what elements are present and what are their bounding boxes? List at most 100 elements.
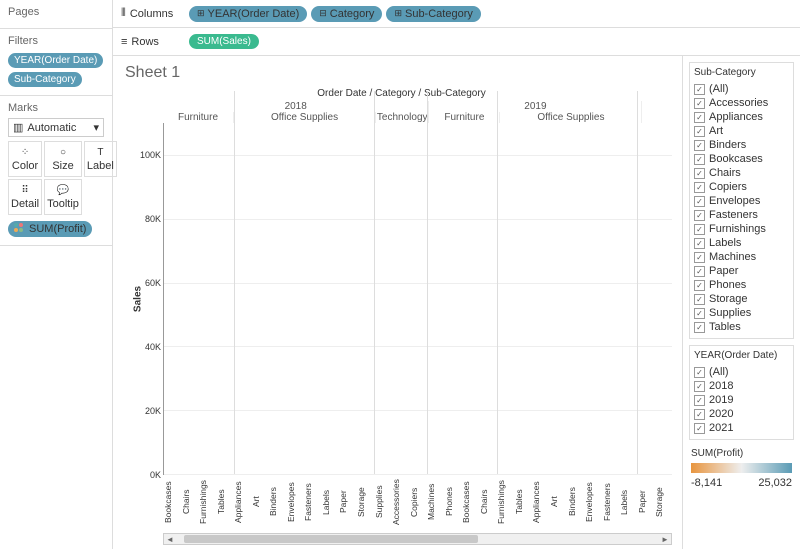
x-label: Tables — [514, 475, 532, 531]
subcategory-filter-item[interactable]: ✓Bookcases — [694, 152, 789, 166]
x-label: Paper — [637, 475, 655, 531]
color-gradient — [691, 463, 792, 473]
column-pill[interactable]: ⊞Sub-Category — [386, 6, 480, 22]
subcategory-filter-item[interactable]: ✓Storage — [694, 292, 789, 306]
checkbox-icon: ✓ — [694, 266, 705, 277]
subcategory-filter-item[interactable]: ✓Furnishings — [694, 222, 789, 236]
filter-pill[interactable]: Sub-Category — [8, 72, 82, 87]
separator — [637, 91, 638, 474]
subcategory-filter-item[interactable]: ✓Paper — [694, 264, 789, 278]
category-header: Furniture — [429, 112, 500, 123]
y-tick: 80K — [145, 214, 161, 224]
columns-icon: ⦀ — [121, 7, 126, 20]
horizontal-scrollbar[interactable]: ◄ ► — [163, 533, 672, 545]
subcategory-filter-item[interactable]: ✓Art — [694, 124, 789, 138]
marks-color-button[interactable]: ⁘Color — [8, 141, 42, 177]
year-filter-item[interactable]: ✓2020 — [694, 407, 789, 421]
checkbox-icon: ✓ — [694, 182, 705, 193]
checkbox-icon: ✓ — [694, 367, 705, 378]
year-filter-item[interactable]: ✓2019 — [694, 393, 789, 407]
category-header: Technology — [376, 112, 429, 123]
year-filter-item[interactable]: ✓2021 — [694, 421, 789, 435]
chart-area: Sheet 1 Order Date / Category / Sub-Cate… — [113, 56, 682, 549]
subcategory-filter-item[interactable]: ✓Tables — [694, 320, 789, 334]
filters-shelf[interactable]: Filters YEAR(Order Date) Sub-Category — [0, 29, 112, 96]
x-label: Envelopes — [584, 475, 602, 531]
column-pill[interactable]: ⊟Category — [311, 6, 382, 22]
gridline — [164, 155, 672, 156]
subcategory-filter-item[interactable]: ✓Envelopes — [694, 194, 789, 208]
checkbox-icon: ✓ — [694, 112, 705, 123]
subcategory-filter-item[interactable]: ✓Copiers — [694, 180, 789, 194]
scrollbar-thumb[interactable] — [184, 535, 478, 543]
scroll-right-icon[interactable]: ► — [659, 534, 671, 544]
subcategory-filter-item[interactable]: ✓Phones — [694, 278, 789, 292]
marks-size-button[interactable]: ○Size — [44, 141, 82, 177]
marks-type-select[interactable]: ▥ Automatic ▾ — [8, 118, 104, 137]
subcategory-filter-item[interactable]: ✓Accessories — [694, 96, 789, 110]
chevron-down-icon: ▾ — [93, 121, 99, 134]
checkbox-icon: ✓ — [694, 224, 705, 235]
y-tick: 100K — [140, 150, 161, 160]
filter-pill[interactable]: YEAR(Order Date) — [8, 53, 103, 68]
marks-detail-button[interactable]: ⠿Detail — [8, 179, 42, 215]
subcategory-filter[interactable]: Sub-Category ✓(All)✓Accessories✓Applianc… — [689, 62, 794, 339]
detail-icon: ⠿ — [21, 184, 28, 196]
checkbox-icon: ✓ — [694, 140, 705, 151]
gridline — [164, 346, 672, 347]
checkbox-icon: ✓ — [694, 238, 705, 249]
subcategory-filter-item[interactable]: ✓Appliances — [694, 110, 789, 124]
subcategory-filter-item[interactable]: ✓(All) — [694, 82, 789, 96]
marks-color-pill[interactable]: SUM(Profit) — [8, 221, 92, 237]
x-label: Paper — [338, 475, 356, 531]
pill-icon: ⊞ — [394, 8, 402, 19]
subcategory-filter-item[interactable]: ✓Chairs — [694, 166, 789, 180]
checkbox-icon: ✓ — [694, 409, 705, 420]
x-label: Supplies — [374, 475, 392, 531]
filters-title: Filters — [8, 35, 104, 47]
y-axis: Sales 0K20K40K60K80K100K — [125, 123, 163, 475]
x-label: Fasteners — [602, 475, 620, 531]
scroll-left-icon[interactable]: ◄ — [164, 534, 176, 544]
subcategory-filter-item[interactable]: ✓Labels — [694, 236, 789, 250]
rows-label: Rows — [131, 36, 159, 48]
subcategory-filter-item[interactable]: ✓Machines — [694, 250, 789, 264]
subcategory-filter-item[interactable]: ✓Binders — [694, 138, 789, 152]
subcategory-filter-item[interactable]: ✓Supplies — [694, 306, 789, 320]
gridline — [164, 283, 672, 284]
x-label: Appliances — [531, 475, 549, 531]
x-label: Furnishings — [198, 475, 216, 531]
x-label: Fasteners — [303, 475, 321, 531]
checkbox-icon: ✓ — [694, 196, 705, 207]
marks-label-button[interactable]: TLabel — [84, 141, 117, 177]
columns-shelf[interactable]: ⦀Columns ⊞YEAR(Order Date)⊟Category⊞Sub-… — [113, 0, 800, 28]
marks-title: Marks — [8, 102, 104, 114]
size-icon: ○ — [60, 146, 66, 158]
gridline — [164, 410, 672, 411]
plot[interactable] — [163, 123, 672, 475]
rows-shelf[interactable]: ≡Rows SUM(Sales) — [113, 28, 800, 56]
tooltip-icon: 💬 — [57, 184, 69, 196]
color-dots-icon — [14, 223, 26, 235]
year-header: 2018 — [163, 101, 429, 112]
year-filter-item[interactable]: ✓2018 — [694, 379, 789, 393]
x-label: Binders — [567, 475, 585, 531]
category-header: Office Supplies — [234, 112, 376, 123]
separator — [497, 91, 498, 474]
checkbox-icon: ✓ — [694, 395, 705, 406]
year-filter-item[interactable]: ✓(All) — [694, 365, 789, 379]
year-filter[interactable]: YEAR(Order Date) ✓(All)✓2018✓2019✓2020✓2… — [689, 345, 794, 440]
x-label: Phones — [444, 475, 462, 531]
subcategory-filter-item[interactable]: ✓Fasteners — [694, 208, 789, 222]
y-axis-label: Sales — [133, 286, 144, 312]
profit-max: 25,032 — [758, 477, 792, 489]
column-pill[interactable]: ⊞YEAR(Order Date) — [189, 6, 307, 22]
mark-pill-label: SUM(Profit) — [29, 223, 86, 235]
checkbox-icon: ✓ — [694, 168, 705, 179]
marks-tooltip-button[interactable]: 💬Tooltip — [44, 179, 82, 215]
pages-shelf[interactable]: Pages — [0, 0, 112, 29]
checkbox-icon: ✓ — [694, 98, 705, 109]
row-pill[interactable]: SUM(Sales) — [189, 34, 259, 49]
x-label: Binders — [268, 475, 286, 531]
sheet-title: Sheet 1 — [125, 64, 678, 82]
